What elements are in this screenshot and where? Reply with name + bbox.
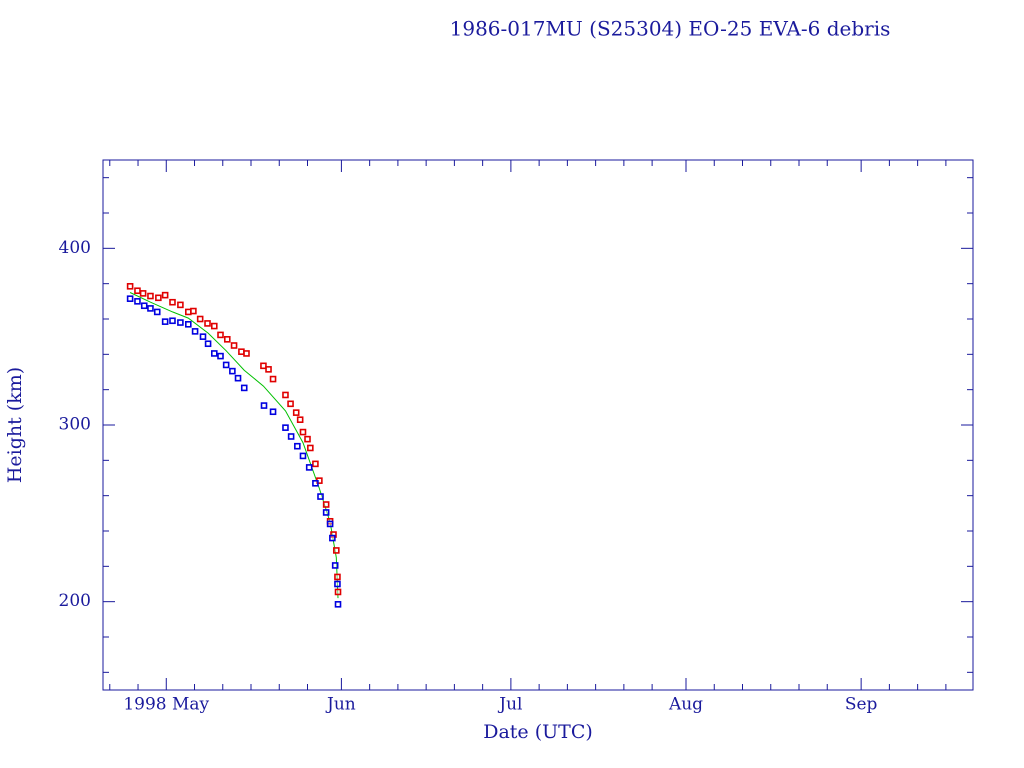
point xyxy=(169,317,176,325)
point xyxy=(147,305,154,312)
x-tick-label: Jul xyxy=(497,695,522,715)
point xyxy=(238,348,245,355)
point xyxy=(305,464,313,471)
point xyxy=(191,328,199,335)
point xyxy=(243,350,250,357)
point xyxy=(269,408,277,416)
point xyxy=(282,424,289,431)
point xyxy=(140,302,148,310)
point xyxy=(139,290,147,297)
point xyxy=(312,460,319,468)
x-tick-label: Jun xyxy=(325,695,356,715)
point xyxy=(177,301,184,309)
point xyxy=(196,315,204,323)
chart-title: 1986-017MU (S25304) EO-25 EVA-6 debris xyxy=(450,17,891,41)
point xyxy=(334,580,341,588)
point xyxy=(260,402,268,409)
point xyxy=(296,416,304,424)
point xyxy=(334,588,342,596)
point xyxy=(161,291,169,299)
mean-height-line xyxy=(129,292,339,599)
point xyxy=(265,366,272,373)
point xyxy=(282,391,289,399)
point xyxy=(134,287,141,295)
point xyxy=(126,295,134,302)
point xyxy=(223,336,231,343)
point xyxy=(322,509,330,516)
point xyxy=(217,352,224,360)
point xyxy=(322,501,330,508)
x-axis-label: Date (UTC) xyxy=(483,721,593,743)
point xyxy=(294,442,301,450)
x-tick-label: 1998 May xyxy=(123,695,209,715)
x-tick-label: Sep xyxy=(845,695,878,715)
point xyxy=(234,374,242,382)
point xyxy=(287,400,294,408)
y-tick-label: 300 xyxy=(59,415,91,435)
y-tick-label: 400 xyxy=(59,238,91,258)
point xyxy=(330,531,337,538)
point xyxy=(307,444,314,452)
point xyxy=(199,333,207,340)
point xyxy=(169,298,176,306)
point xyxy=(260,362,267,370)
point xyxy=(326,520,334,528)
point xyxy=(190,307,197,315)
point xyxy=(299,452,307,460)
point xyxy=(299,428,307,436)
point xyxy=(126,283,134,290)
point xyxy=(185,308,192,316)
point xyxy=(312,479,319,487)
point xyxy=(204,320,211,327)
point xyxy=(153,308,161,316)
point xyxy=(292,409,300,416)
point xyxy=(334,573,341,581)
point xyxy=(185,320,192,328)
plot-frame xyxy=(102,159,974,691)
point xyxy=(304,435,311,443)
point xyxy=(222,361,230,369)
point xyxy=(240,384,248,392)
point xyxy=(269,375,277,383)
point xyxy=(177,319,184,326)
point xyxy=(334,601,342,608)
y-axis-label: Height (km) xyxy=(4,367,26,483)
point xyxy=(229,367,236,375)
point xyxy=(333,547,340,554)
point xyxy=(210,350,218,357)
point xyxy=(317,493,324,500)
point xyxy=(329,534,336,542)
point xyxy=(204,340,212,348)
x-tick-label: Aug xyxy=(668,695,703,715)
point xyxy=(331,562,339,569)
point xyxy=(161,318,169,325)
point xyxy=(210,322,218,330)
point xyxy=(217,331,224,339)
point xyxy=(287,433,295,440)
point xyxy=(134,298,141,305)
point xyxy=(230,342,238,349)
point xyxy=(147,292,154,300)
point xyxy=(155,294,162,302)
y-tick-label: 200 xyxy=(59,591,91,611)
